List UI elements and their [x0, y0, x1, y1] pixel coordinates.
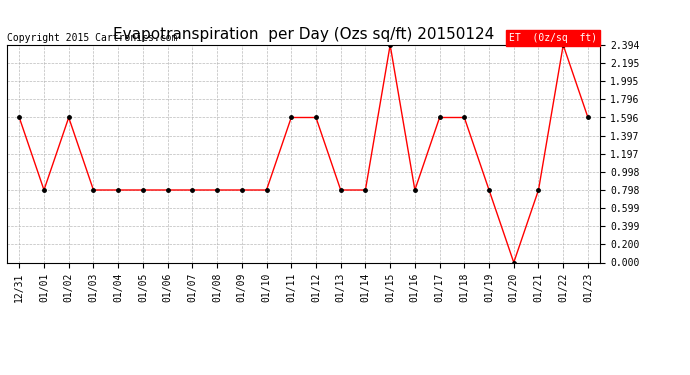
- Text: Copyright 2015 Cartronics.com: Copyright 2015 Cartronics.com: [7, 33, 177, 43]
- Text: ET  (0z/sq  ft): ET (0z/sq ft): [509, 33, 598, 43]
- Title: Evapotranspiration  per Day (Ozs sq/ft) 20150124: Evapotranspiration per Day (Ozs sq/ft) 2…: [113, 27, 494, 42]
